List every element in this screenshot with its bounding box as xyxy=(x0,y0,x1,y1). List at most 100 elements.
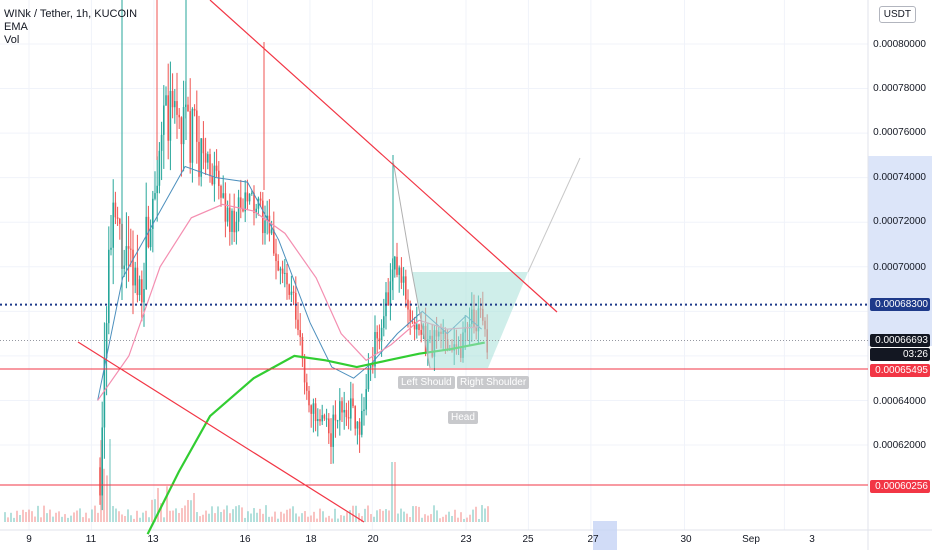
dotted-level-tag[interactable]: 0.00068300 xyxy=(870,298,930,311)
volume-bar xyxy=(79,508,81,522)
candle-body xyxy=(376,332,378,339)
candle-body xyxy=(332,414,334,447)
volume-bar xyxy=(211,506,213,522)
candle-body xyxy=(213,165,216,185)
candle-body xyxy=(299,330,301,338)
candle-body xyxy=(378,338,381,342)
pattern-left-leg xyxy=(392,159,431,369)
candle-body xyxy=(108,249,110,324)
volume-bar xyxy=(235,506,237,522)
x-tick-Sep: Sep xyxy=(742,534,760,545)
candle-body xyxy=(363,409,365,411)
candle-body xyxy=(224,193,227,222)
volume-bar xyxy=(322,511,324,522)
candle-body xyxy=(369,364,372,368)
volume-bar xyxy=(421,517,423,522)
candle-body xyxy=(345,409,348,418)
candle-body xyxy=(400,267,403,283)
volume-bar xyxy=(22,509,24,522)
volume-bar xyxy=(247,511,249,522)
candle-body xyxy=(127,246,130,249)
legend-symbol[interactable]: WINk / Tether, 1h, KUCOIN xyxy=(4,8,138,20)
current-price-tag[interactable]: 0.00066693 xyxy=(870,334,930,347)
y-tick-0.00062000: 0.00062000 xyxy=(873,440,926,451)
candle-body xyxy=(330,433,332,447)
x-tick-30: 30 xyxy=(680,534,692,545)
right-shoulder-label[interactable]: Right Shoulder xyxy=(457,376,530,389)
volume-bar xyxy=(184,505,186,522)
x-tick-23: 23 xyxy=(460,534,472,545)
volume-bar xyxy=(388,510,390,522)
volume-bar xyxy=(334,508,336,522)
volume-bar xyxy=(475,506,477,522)
volume-bar xyxy=(430,514,432,522)
volume-bar xyxy=(310,515,312,522)
candle-body xyxy=(323,415,326,419)
volume-bar xyxy=(94,505,96,522)
candle-body xyxy=(248,193,251,202)
legend-ema[interactable]: EMA xyxy=(4,21,28,33)
candle-body xyxy=(354,406,356,429)
candle-body xyxy=(226,207,229,222)
volume-bar xyxy=(316,518,318,522)
candle-body xyxy=(237,197,240,222)
candle-body xyxy=(255,208,257,213)
candle-body xyxy=(167,95,169,141)
candle-body xyxy=(259,198,262,201)
volume-bar xyxy=(412,506,414,522)
candle-body xyxy=(176,101,178,115)
volume-bar xyxy=(445,514,447,522)
volume-bar xyxy=(64,514,66,522)
time-axis-highlight xyxy=(593,521,617,550)
y-tick-0.00072000: 0.00072000 xyxy=(873,216,926,227)
candle-body xyxy=(290,291,293,295)
candle-body xyxy=(303,358,306,383)
volume-bar xyxy=(130,515,132,522)
volume-bar xyxy=(394,462,396,522)
volume-bar xyxy=(226,505,228,522)
volume-bar xyxy=(448,511,450,522)
candle-body xyxy=(350,398,352,419)
volume-bar xyxy=(49,509,51,522)
volume-bar xyxy=(283,513,285,522)
left-shoulder-label[interactable]: Left Should xyxy=(398,376,455,389)
candle-body xyxy=(343,409,345,413)
volume-bar xyxy=(466,517,468,522)
volume-bar xyxy=(88,518,90,522)
candle-body xyxy=(178,114,180,118)
candle-body xyxy=(180,117,183,145)
candle-body xyxy=(420,329,422,335)
volume-bar xyxy=(370,514,372,522)
volume-bar xyxy=(289,508,291,522)
y-tick-0.00080000: 0.00080000 xyxy=(873,39,926,50)
candle-body xyxy=(114,202,117,218)
candle-body xyxy=(361,410,363,435)
head-label[interactable]: Head xyxy=(448,411,478,424)
candle-body xyxy=(187,104,189,112)
volume-bar xyxy=(295,513,297,522)
volume-bar xyxy=(70,515,72,522)
candle-body xyxy=(396,256,398,275)
currency-button[interactable]: USDT xyxy=(878,6,916,23)
volume-bar xyxy=(121,514,123,522)
volume-bar xyxy=(268,516,270,522)
x-tick-13: 13 xyxy=(147,534,159,545)
support-upper-tag[interactable]: 0.00065495 xyxy=(870,364,930,377)
legend-volume[interactable]: Vol xyxy=(4,34,20,46)
candle-body xyxy=(352,398,354,407)
volume-bar xyxy=(454,509,456,522)
support-lower-tag[interactable]: 0.00060256 xyxy=(870,480,930,493)
candle-body xyxy=(196,110,198,142)
pattern-target-line xyxy=(527,157,581,273)
candle-body xyxy=(202,138,205,154)
volume-bar xyxy=(439,518,441,522)
candle-body xyxy=(321,415,323,422)
volume-bar xyxy=(229,513,231,522)
candle-body xyxy=(240,197,242,209)
volume-bar xyxy=(352,505,354,522)
ema-mid-line xyxy=(97,203,479,401)
volume-bar xyxy=(109,439,111,522)
candle-body xyxy=(134,267,136,286)
y-tick-0.00070000: 0.00070000 xyxy=(873,262,926,273)
